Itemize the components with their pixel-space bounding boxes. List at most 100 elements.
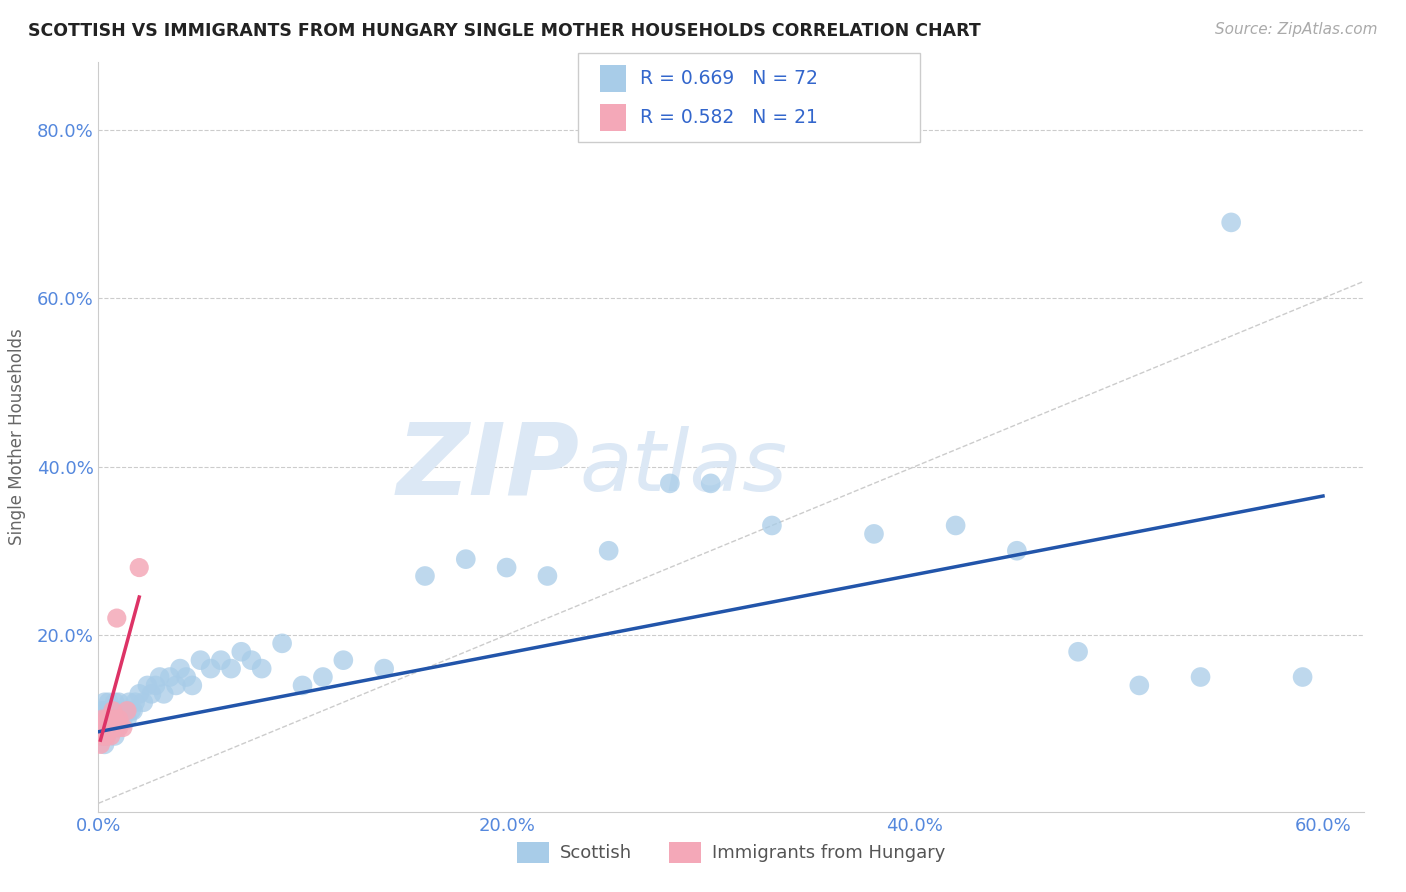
Point — [250, 662, 273, 676]
Point — [101, 721, 124, 735]
Point — [699, 476, 721, 491]
Point — [115, 712, 138, 726]
Point — [454, 552, 477, 566]
Point — [495, 560, 517, 574]
Point — [219, 662, 242, 676]
Point — [108, 695, 131, 709]
Point — [93, 737, 115, 751]
Point — [291, 678, 314, 692]
Point — [658, 476, 681, 491]
Point — [271, 636, 294, 650]
Point — [108, 721, 131, 735]
Point — [104, 729, 127, 743]
Point — [132, 695, 155, 709]
Point — [96, 704, 118, 718]
Point — [136, 678, 159, 692]
Point — [97, 712, 120, 726]
Point — [200, 662, 222, 676]
Point — [104, 712, 127, 726]
Point — [115, 704, 138, 718]
Point — [105, 704, 128, 718]
Text: SCOTTISH VS IMMIGRANTS FROM HUNGARY SINGLE MOTHER HOUSEHOLDS CORRELATION CHART: SCOTTISH VS IMMIGRANTS FROM HUNGARY SING… — [28, 22, 981, 40]
Point — [96, 729, 118, 743]
Point — [114, 704, 136, 718]
Point — [1220, 215, 1243, 229]
Point — [181, 678, 204, 692]
Point — [598, 543, 620, 558]
Point — [91, 704, 114, 718]
Point — [240, 653, 263, 667]
Point — [89, 737, 111, 751]
Point — [104, 695, 127, 709]
Point — [169, 662, 191, 676]
Point — [124, 695, 146, 709]
Point — [1128, 678, 1150, 692]
Point — [145, 678, 167, 692]
Point — [96, 712, 118, 726]
Point — [165, 678, 187, 692]
Point — [413, 569, 436, 583]
Point — [312, 670, 335, 684]
Point — [863, 527, 886, 541]
Point — [93, 712, 115, 726]
Point — [122, 704, 145, 718]
Point — [100, 721, 122, 735]
Point — [111, 721, 134, 735]
Point — [97, 721, 120, 735]
Point — [101, 704, 124, 718]
Point — [209, 653, 232, 667]
Point — [96, 712, 118, 726]
Point — [105, 611, 128, 625]
Point — [93, 729, 115, 743]
Point — [101, 704, 124, 718]
Point — [97, 721, 120, 735]
Point — [1189, 670, 1212, 684]
Point — [101, 721, 124, 735]
Point — [91, 721, 114, 735]
Point — [1005, 543, 1028, 558]
Text: ZIP: ZIP — [396, 418, 579, 516]
Point — [761, 518, 783, 533]
Point — [89, 729, 111, 743]
Text: Source: ZipAtlas.com: Source: ZipAtlas.com — [1215, 22, 1378, 37]
Point — [174, 670, 197, 684]
Point — [149, 670, 172, 684]
Point — [96, 729, 118, 743]
Point — [91, 729, 114, 743]
Y-axis label: Single Mother Households: Single Mother Households — [7, 329, 25, 545]
Point — [105, 721, 128, 735]
Point — [104, 721, 127, 735]
Point — [93, 695, 115, 709]
Point — [128, 687, 150, 701]
Legend: Scottish, Immigrants from Hungary: Scottish, Immigrants from Hungary — [510, 835, 952, 870]
Point — [100, 712, 122, 726]
Point — [100, 721, 122, 735]
Point — [536, 569, 558, 583]
Point — [231, 645, 253, 659]
Point — [100, 729, 122, 743]
Point — [97, 695, 120, 709]
Point — [91, 712, 114, 726]
Point — [100, 704, 122, 718]
Point — [128, 560, 150, 574]
Point — [93, 721, 115, 735]
Point — [120, 704, 142, 718]
Point — [108, 712, 131, 726]
Point — [1291, 670, 1313, 684]
Point — [152, 687, 174, 701]
Point — [945, 518, 967, 533]
Point — [141, 687, 163, 701]
Text: R = 0.669   N = 72: R = 0.669 N = 72 — [640, 69, 818, 88]
Point — [1067, 645, 1090, 659]
Point — [332, 653, 354, 667]
Text: R = 0.582   N = 21: R = 0.582 N = 21 — [640, 108, 818, 128]
Text: atlas: atlas — [579, 425, 787, 508]
Point — [104, 712, 127, 726]
Point — [108, 712, 131, 726]
Point — [159, 670, 181, 684]
Point — [111, 712, 134, 726]
Point — [373, 662, 395, 676]
Point — [118, 695, 141, 709]
Point — [97, 712, 120, 726]
Point — [110, 704, 132, 718]
